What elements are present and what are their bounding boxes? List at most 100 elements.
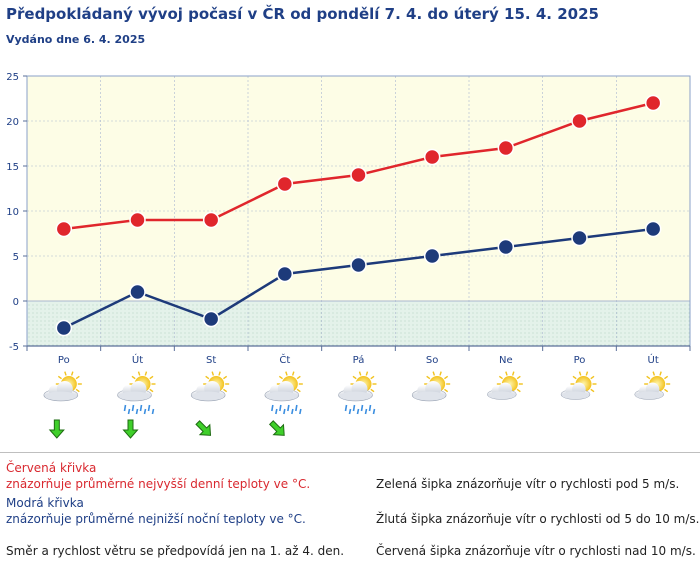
max-temperature-point [55,220,73,238]
wind-note: Směr a rychlost větru se předpovídá jen … [6,544,345,558]
wind-arrow-shape [195,420,212,436]
sun-ray [75,375,80,380]
rain-drop [135,408,139,415]
cloud-part [118,391,151,401]
rain-drop [372,408,376,415]
rain-drop [291,408,294,415]
legend-yellow-arrow: Žlutá šipka znázorňuje vítr o rychlosti … [376,512,700,526]
rain-drop [356,408,360,415]
y-tick-label: 5 [13,252,19,263]
sun-ray [365,371,369,376]
day-label: St [206,355,216,366]
sun-ray [511,371,515,376]
sun-ray [218,371,221,376]
wind-arrow-shape [268,420,285,436]
sun-ray [223,388,228,393]
sun-ray [444,375,449,380]
sun-ray [75,388,80,393]
day-label: Po [574,355,586,366]
cloud-icon [411,381,447,402]
sun-ray [572,375,577,380]
min-temperature-point [350,256,367,274]
cloudy-rain-icon [264,371,303,415]
rain-drop [364,408,368,415]
sun-ray [590,388,595,393]
rain-drop [360,404,364,412]
sun-ray [223,375,228,380]
sun-ray [358,371,362,376]
rain-drop [295,404,298,412]
sun-ray [516,388,521,393]
sun-ray [149,388,154,393]
sun-ray [439,371,442,376]
cloudy-rain-icon [338,371,377,415]
day-label: Út [648,353,659,366]
partly-cloudy-rain-icon [117,371,156,415]
cloud-icon [560,382,591,400]
rain-drop [287,404,290,412]
max-temperature-point [644,94,662,112]
y-tick-label: 10 [6,207,19,218]
wind-arrow-icon [48,419,65,439]
min-temperature-point [202,310,220,328]
min-temperature-point [497,238,515,256]
sun-ray [664,375,669,380]
sun-ray [144,371,148,376]
legend-red-title: Červená křivka [6,461,97,475]
rain-drop [151,408,155,415]
max-temperature-point [423,148,441,166]
rain-drop [275,408,278,415]
wind-arrow-icon [268,420,285,436]
sun-ray [131,375,136,380]
sun-ray [352,375,357,380]
sun-ray [590,375,595,380]
day-label: Út [132,353,143,366]
partly-cloudy-icon [43,371,82,402]
sun-ray [370,388,375,393]
y-tick-label: 15 [6,162,19,173]
sun-ray [432,371,436,376]
y-tick-label: 25 [6,72,19,83]
sun-ray [149,375,154,380]
sun-ray [426,375,431,380]
min-temperature-point [129,283,146,301]
rain-drop [271,404,274,412]
sun-ray [659,371,662,376]
cloud-icon [634,382,664,400]
cloud-part [265,391,298,401]
issued-date: Vydáno dne 6. 4. 2025 [6,33,146,46]
cloud-icon [117,381,152,402]
rain-drop [368,404,372,412]
cloud-part [561,391,590,400]
cloud-icon [487,382,517,400]
sun-ray [64,371,67,376]
rain-drop [131,404,135,412]
page-title: Předpokládaný vývoj počasí v ČR od pondě… [6,5,599,23]
day-label: Pá [353,354,365,366]
max-temperature-point [276,175,294,193]
max-temperature-point [571,112,588,130]
sun-ray [285,371,288,376]
sun-ray [296,375,301,380]
sun-ray [205,375,210,380]
cloud-part [339,391,372,401]
sun-ray [498,375,503,380]
legend-blue-desc: znázorňuje průměrné nejnižší noční teplo… [6,512,306,526]
min-temperature-point [276,265,294,283]
day-label: Po [58,355,70,366]
mostly-sunny-icon [560,371,597,400]
rain-drop [123,404,127,412]
sun-ray [646,375,651,380]
sun-ray [70,371,74,376]
max-temperature-point [350,166,367,184]
sun-ray [444,388,449,393]
legend-red-arrow: Červená šipka znázorňuje vítr o rychlost… [376,544,696,558]
rain-drop [283,408,286,415]
rain-drop [139,404,143,412]
cloud-part [413,391,446,401]
sun-ray [505,371,508,376]
cloud-icon [264,381,300,402]
sun-ray [664,388,669,393]
sun-ray [296,388,301,393]
wind-arrow-icon [195,420,212,436]
